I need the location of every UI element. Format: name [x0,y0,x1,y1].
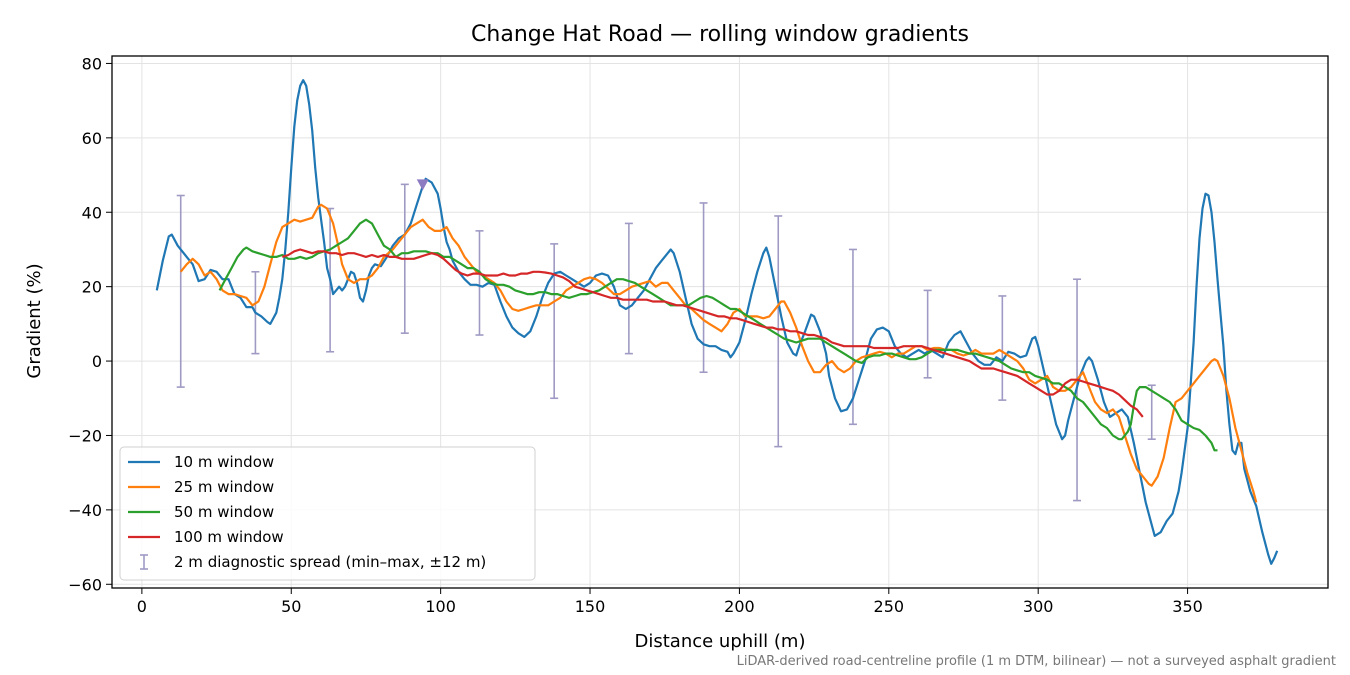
error-bars [176,183,1156,502]
x-tick-label: 100 [425,597,456,616]
series-line-1 [155,79,1279,565]
legend-box [119,446,536,581]
peak-marker [416,179,429,191]
legend-label: 25 m window [174,478,274,496]
y-tick-label: 80 [82,54,102,73]
y-tick-label: −20 [68,426,102,445]
x-tick-label: 150 [575,597,606,616]
legend: 10 m window 25 m window 50 m window 100 m w… [119,446,536,581]
series-lines [155,79,1279,565]
y-tick-label: −40 [68,501,102,520]
x-tick-label: 200 [724,597,755,616]
y-tick-label: 40 [82,203,102,222]
legend-label: 10 m window [174,453,274,471]
x-tick-label: 0 [137,597,147,616]
y-tick-label: 0 [92,352,102,371]
x-tick-label: 50 [281,597,301,616]
x-tick-label: 250 [874,597,905,616]
legend-label: 50 m window [174,503,274,521]
legend-label: 2 m diagnostic spread (min–max, ±12 m) [174,553,486,571]
x-axis-label: Distance uphill (m) [635,631,806,652]
y-axis-label: Gradient (%) [24,263,45,378]
y-tick-label: 20 [82,278,102,297]
x-tick-label: 300 [1023,597,1054,616]
x-tick-label: 350 [1172,597,1203,616]
plot-frame [111,55,1329,589]
x-axis-ticks: 0 50 100 150 200 250 300 350 [137,588,1203,616]
series-line-2 [179,203,1258,503]
legend-label: 100 m window [174,528,284,546]
y-tick-label: 60 [82,129,102,148]
footnote: LiDAR-derived road-centreline profile (1… [737,654,1336,669]
y-axis-ticks: −60 −40 −20 0 20 40 60 80 [68,54,112,594]
peak-marker-triangle [416,179,429,191]
chart-title: Change Hat Road — rolling window gradien… [471,22,969,47]
y-tick-label: −60 [68,575,102,594]
series-line-3 [218,218,1218,452]
series-line-4 [281,248,1144,418]
